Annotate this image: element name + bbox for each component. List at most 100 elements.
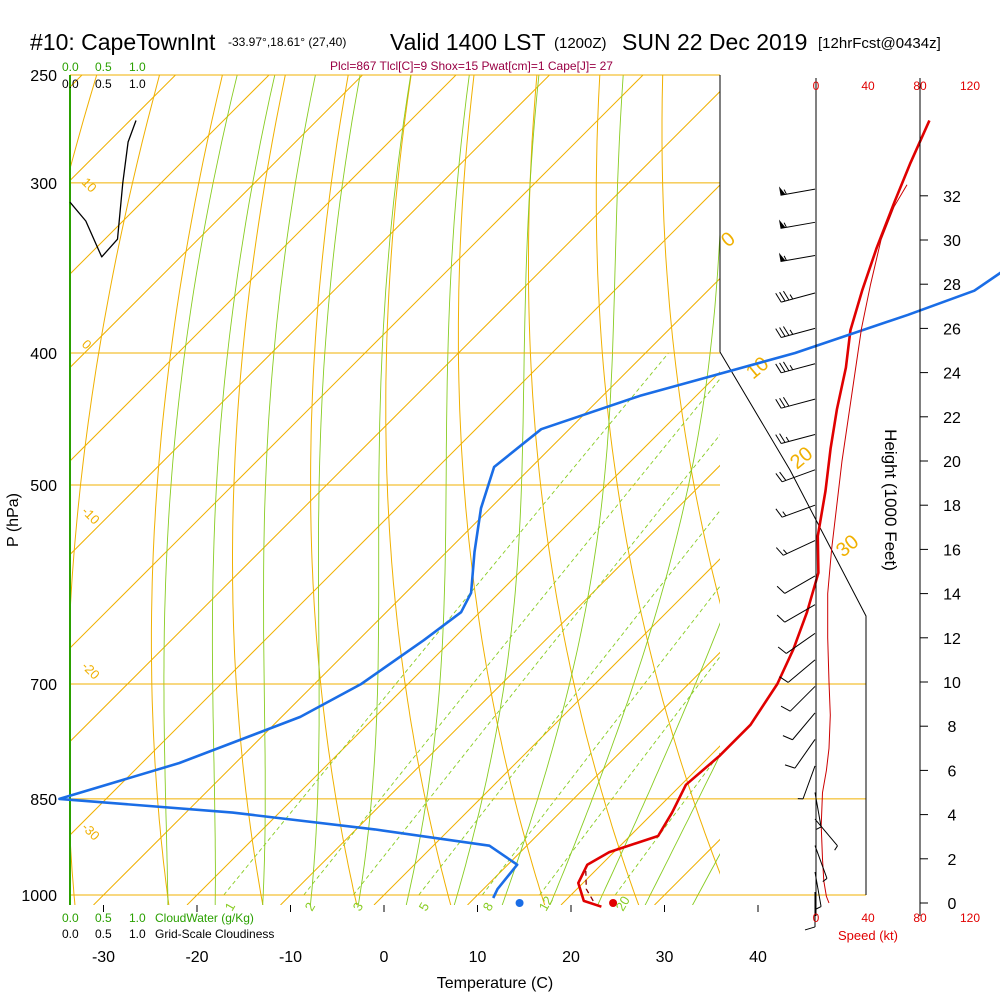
isotherm-line [560, 745, 720, 905]
isotherm-line [70, 75, 270, 275]
pressure-tick-label: 500 [30, 478, 57, 495]
barb-half [783, 255, 787, 261]
barb-half [816, 906, 822, 910]
wind-barb [775, 290, 816, 303]
wind-barb [814, 792, 822, 830]
y-axis-label: P (hPa) [5, 493, 22, 547]
barb-staff [781, 327, 816, 338]
moist-adiabat [309, 75, 361, 905]
mixing-ratio-label: 8 [480, 900, 497, 914]
height-tick-label: 8 [948, 719, 957, 736]
barb-full [784, 764, 796, 769]
dry-adiabat [528, 75, 640, 905]
barb-staff [802, 765, 816, 800]
moist-adiabat [644, 753, 720, 905]
mixing-ratio-line [481, 585, 720, 896]
x-tick-label: -10 [279, 949, 302, 966]
speed-tick-bottom-0: 0 [813, 911, 820, 925]
barb-staff [783, 540, 816, 556]
isotherm-line [70, 75, 457, 462]
barb-half [783, 189, 787, 195]
adiabat-label: 30 [832, 531, 863, 562]
barb-full [783, 290, 790, 301]
barb-pennant [778, 219, 786, 229]
cloud-water-label: CloudWater (g/Kg) [155, 911, 254, 925]
x-tick-label: -30 [92, 949, 115, 966]
dry-adiabat [912, 51, 1000, 924]
barb-half [783, 222, 787, 228]
barb-staff [781, 363, 816, 374]
wind-barb [775, 469, 816, 483]
barb-full [779, 397, 786, 408]
isotherm-line [93, 277, 720, 905]
parcel-profile [585, 870, 594, 902]
barb-full [775, 434, 782, 444]
barb-half [789, 294, 794, 300]
dry-adiabat [595, 75, 720, 875]
wind-barb [814, 818, 838, 851]
isotherm-line [70, 75, 176, 182]
surface-temperature-marker [609, 899, 618, 907]
pressure-tick-label: 400 [30, 346, 57, 363]
wind-barb [778, 219, 816, 229]
wind-barb [814, 845, 828, 882]
adiabat-label: 10 [742, 353, 773, 384]
cloud-water-scale-top-0: 0.0 [62, 60, 79, 74]
cloudiness-label: Grid-Scale Cloudiness [155, 927, 274, 941]
height-tick-label: 22 [943, 410, 961, 427]
pressure-tick-label: 1000 [21, 888, 57, 905]
cloudiness-scale-top-0: 0.0 [62, 77, 79, 91]
mixing-ratio-label: 5 [416, 900, 433, 914]
stability-indices: Plcl=867 Tlcl[C]=9 Shox=15 Pwat[cm]=1 Ca… [330, 59, 613, 73]
cloudiness-scale-bottom-0: 0.0 [62, 927, 79, 941]
mixing-ratio-label: 12 [536, 893, 556, 913]
isotherm-line [748, 75, 1000, 905]
forecast-info: [12hrFcst@0434z] [818, 35, 941, 52]
wind-barb [778, 252, 816, 263]
barb-staff [781, 433, 816, 445]
pressure-tick-label: 700 [30, 677, 57, 694]
mixing-ratio-line [223, 352, 669, 896]
barb-full [779, 291, 786, 302]
mixing-ratio-line [418, 509, 720, 896]
cloud-water-scale-top-1: 0.5 [95, 60, 112, 74]
height-tick-label: 4 [948, 808, 957, 825]
barb-half [789, 329, 794, 335]
dry-adiabat [457, 75, 546, 905]
dewpoint-profile [58, 271, 1000, 899]
barb-full [783, 361, 790, 372]
barb-full [775, 399, 782, 409]
mixing-ratio-label: 2 [302, 900, 319, 914]
barb-full [779, 471, 787, 481]
height-tick-label: 28 [943, 277, 961, 294]
isotherm-line [70, 75, 363, 369]
height-tick-label: 2 [948, 852, 957, 869]
isotherm-label-m20: -20 [79, 659, 103, 683]
speed-tick-bottom-1: 40 [861, 911, 875, 925]
barb-full [804, 926, 816, 931]
wind-barb [780, 686, 816, 712]
barb-half [834, 845, 838, 851]
barb-staff [781, 398, 816, 409]
speed-tick-top-0: 0 [813, 79, 820, 93]
moist-adiabat [163, 75, 238, 905]
wind-barb [775, 504, 816, 518]
speed-tick-bottom-2: 80 [913, 911, 927, 925]
pressure-tick-label: 850 [30, 792, 57, 809]
height-tick-label: 24 [943, 366, 961, 383]
valid-time: Valid 1400 LST [390, 29, 546, 55]
height-tick-label: 14 [943, 587, 961, 604]
wind-barb [804, 891, 816, 931]
cloudiness-scale-bottom-2: 1.0 [129, 927, 146, 941]
surface-dewpoint-marker [515, 899, 524, 907]
barb-staff [814, 871, 822, 907]
x-tick-label: 10 [469, 949, 487, 966]
barb-full [776, 585, 786, 594]
speed-tick-top-3: 120 [960, 79, 980, 93]
barb-full [779, 676, 789, 683]
cloud-water-scale-bottom-0: 0.0 [62, 911, 79, 925]
wind-barb [784, 739, 816, 769]
height-tick-label: 12 [943, 631, 961, 648]
x-tick-label: 20 [562, 949, 580, 966]
cloud-water-scale-bottom-1: 0.5 [95, 911, 112, 925]
